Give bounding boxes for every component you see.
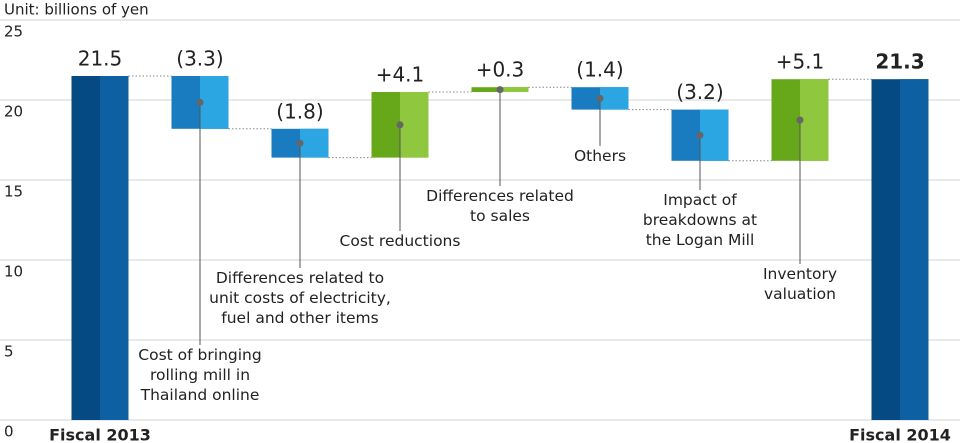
value-label: (3.2) xyxy=(676,80,723,104)
leader-dot xyxy=(196,98,204,106)
leader-dot xyxy=(496,86,504,94)
category-label: Others xyxy=(573,146,627,166)
category-label: Fiscal 2013 xyxy=(49,426,151,443)
bar-highlight xyxy=(500,87,529,92)
leader-dot xyxy=(296,139,304,147)
bar-highlight xyxy=(200,76,229,129)
value-label: (1.4) xyxy=(576,58,623,82)
value-label: +4.1 xyxy=(376,63,425,87)
bar-highlight xyxy=(300,128,329,158)
y-tick-label: 0 xyxy=(4,423,14,441)
category-label: Fiscal 2014 xyxy=(849,426,951,443)
y-tick-label: 20 xyxy=(4,103,23,121)
bar-highlight xyxy=(900,79,929,420)
y-tick-label: 5 xyxy=(4,343,14,361)
bar-highlight xyxy=(600,87,629,110)
bar-highlight xyxy=(100,76,129,420)
leader-dot xyxy=(796,116,804,124)
leader-dot xyxy=(696,131,704,139)
value-label: (1.8) xyxy=(276,99,323,123)
category-label: Impact of breakdowns at the Logan Mill xyxy=(642,190,758,250)
value-label: +5.1 xyxy=(776,50,825,74)
value-label: (3.3) xyxy=(176,47,223,71)
leader-dot xyxy=(596,94,604,102)
leader-dot xyxy=(396,121,404,129)
category-label: Inventory valuation xyxy=(762,264,838,304)
category-label: Differences related to sales xyxy=(426,186,574,226)
value-label: 21.3 xyxy=(875,50,924,74)
category-label: Differences related to unit costs of ele… xyxy=(209,268,391,328)
bar-highlight xyxy=(800,79,829,161)
value-label: 21.5 xyxy=(78,47,123,71)
category-label: Cost reductions xyxy=(339,231,461,251)
y-tick-label: 15 xyxy=(4,183,23,201)
unit-label: Unit: billions of yen xyxy=(4,1,149,19)
bar-highlight xyxy=(700,109,729,161)
y-tick-label: 10 xyxy=(4,263,23,281)
category-label: Cost of bringing rolling mill in Thailan… xyxy=(138,345,262,405)
bar-highlight xyxy=(400,92,429,158)
value-label: +0.3 xyxy=(476,58,525,82)
y-tick-label: 25 xyxy=(4,23,23,41)
